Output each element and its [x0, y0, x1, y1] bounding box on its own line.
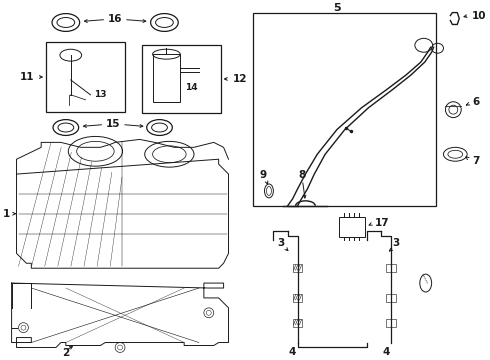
Text: 8: 8: [299, 170, 306, 180]
Bar: [46, 42, 125, 112]
Bar: [142, 45, 220, 113]
Text: 12: 12: [232, 74, 247, 84]
Bar: [386, 264, 396, 272]
Text: 10: 10: [472, 10, 487, 21]
Text: 13: 13: [94, 90, 107, 99]
Text: 9: 9: [260, 170, 267, 180]
Text: 1: 1: [2, 209, 10, 219]
Text: 15: 15: [106, 118, 121, 129]
Text: 16: 16: [108, 14, 122, 23]
Text: 4: 4: [383, 347, 390, 357]
Text: 4: 4: [289, 347, 296, 357]
Bar: [152, 54, 180, 102]
Text: 11: 11: [20, 72, 34, 82]
Text: 14: 14: [185, 84, 197, 93]
Bar: [386, 294, 396, 302]
Text: 5: 5: [333, 3, 341, 13]
Bar: [293, 294, 302, 302]
Text: 3: 3: [277, 238, 284, 248]
Bar: [386, 319, 396, 327]
Text: 7: 7: [472, 156, 479, 166]
Bar: [339, 217, 365, 237]
Bar: [293, 264, 302, 272]
Text: 17: 17: [374, 218, 389, 228]
Text: 3: 3: [392, 238, 400, 248]
Text: 6: 6: [472, 97, 479, 107]
Bar: [253, 13, 436, 206]
Bar: [293, 319, 302, 327]
Text: 2: 2: [62, 348, 70, 359]
